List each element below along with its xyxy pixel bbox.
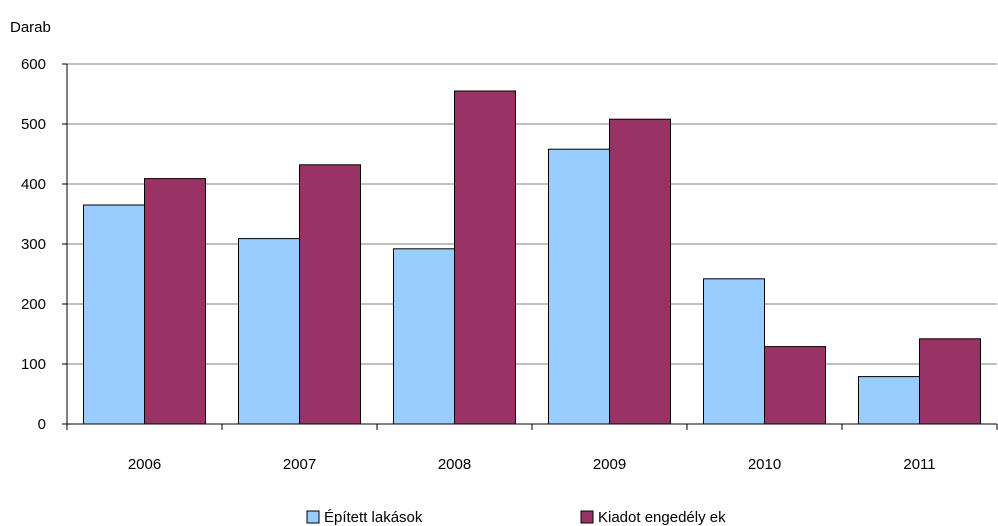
x-tick-label: 2009 bbox=[593, 456, 626, 473]
y-axis-label: Darab bbox=[10, 19, 51, 36]
legend: Épített lakások Kiadot engedély ek bbox=[306, 509, 726, 526]
bar-built-homes-2009 bbox=[548, 148, 610, 425]
y-tick-label: 100 bbox=[21, 356, 46, 373]
x-tick-label: 2006 bbox=[128, 456, 161, 473]
y-tick-label: 600 bbox=[21, 56, 46, 73]
x-tick-label: 2010 bbox=[748, 456, 781, 473]
bar-issued-permits-2008 bbox=[454, 90, 516, 425]
x-tick-labels: 2006 2007 2008 2009 2010 2011 bbox=[128, 456, 936, 473]
bar-built-homes-2006 bbox=[83, 204, 145, 425]
x-tick-label: 2011 bbox=[903, 456, 935, 473]
bar-built-homes-2010 bbox=[703, 278, 765, 425]
legend-label-built-homes: Épített lakások bbox=[324, 509, 423, 526]
bar-issued-permits-2011 bbox=[919, 338, 981, 425]
y-tick-label: 500 bbox=[21, 116, 46, 133]
legend-swatch-issued-permits bbox=[580, 510, 594, 524]
bar-issued-permits-2007 bbox=[299, 164, 361, 425]
bars bbox=[83, 90, 981, 425]
y-tick-label: 400 bbox=[21, 176, 46, 193]
axes bbox=[66, 64, 998, 430]
bar-built-homes-2011 bbox=[858, 376, 920, 425]
bar-built-homes-2007 bbox=[238, 238, 300, 425]
y-tick-label: 300 bbox=[21, 236, 46, 253]
bar-built-homes-2008 bbox=[393, 248, 455, 425]
x-tick-label: 2007 bbox=[283, 456, 316, 473]
legend-label-issued-permits: Kiadot engedély ek bbox=[598, 509, 726, 526]
y-tick-label: 0 bbox=[38, 416, 46, 433]
bar-issued-permits-2006 bbox=[144, 178, 206, 425]
bar-issued-permits-2010 bbox=[764, 346, 826, 425]
legend-swatch-built-homes bbox=[306, 510, 320, 524]
bar-issued-permits-2009 bbox=[609, 118, 671, 425]
x-tick-label: 2008 bbox=[438, 456, 471, 473]
y-tick-label: 200 bbox=[21, 296, 46, 313]
y-tick-labels: 0 100 200 300 400 500 600 bbox=[21, 56, 46, 433]
gridlines bbox=[62, 63, 997, 425]
